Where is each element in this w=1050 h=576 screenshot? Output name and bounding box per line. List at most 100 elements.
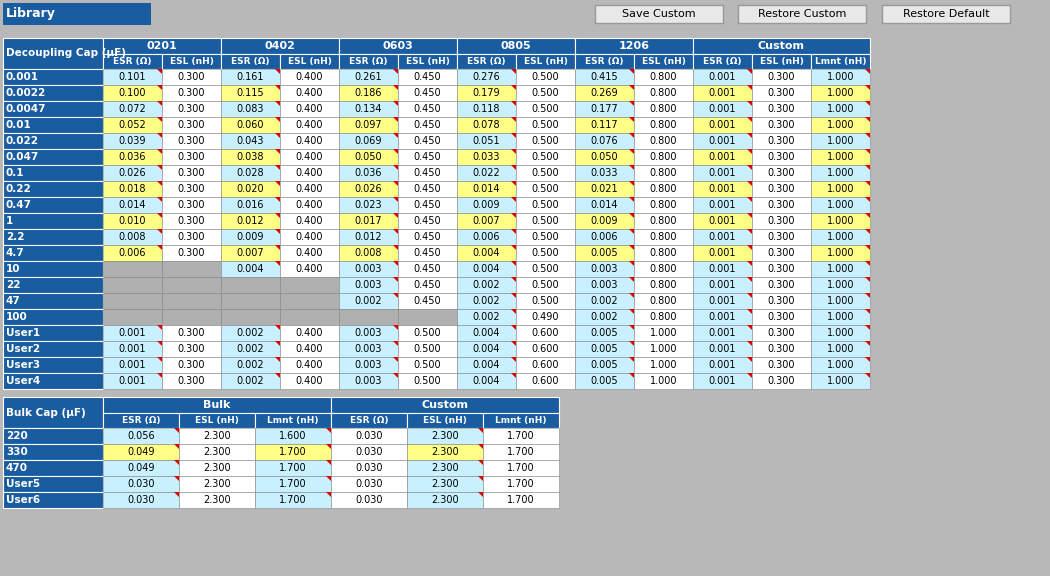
Bar — [811, 213, 870, 229]
Bar — [457, 117, 516, 133]
Text: 0.450: 0.450 — [414, 216, 441, 226]
Polygon shape — [174, 476, 179, 481]
Bar — [516, 85, 575, 101]
Bar — [398, 85, 457, 101]
Text: Lmnt (nH): Lmnt (nH) — [815, 57, 866, 66]
Bar — [634, 341, 693, 357]
Bar — [634, 133, 693, 149]
Bar — [339, 277, 398, 293]
Text: 1.000: 1.000 — [826, 88, 855, 98]
Polygon shape — [275, 373, 280, 378]
Text: 0.400: 0.400 — [296, 216, 323, 226]
Bar — [3, 293, 103, 309]
Text: 0.300: 0.300 — [768, 216, 795, 226]
Bar — [280, 54, 339, 69]
Text: 0.500: 0.500 — [531, 152, 560, 162]
Polygon shape — [393, 181, 398, 186]
Bar — [575, 245, 634, 261]
Text: Bulk: Bulk — [204, 400, 231, 410]
Text: 0.47: 0.47 — [6, 200, 32, 210]
Text: 0.002: 0.002 — [472, 296, 500, 306]
Text: 2.300: 2.300 — [204, 431, 231, 441]
Bar — [516, 213, 575, 229]
Text: 2.300: 2.300 — [432, 495, 459, 505]
Text: 2.300: 2.300 — [432, 463, 459, 473]
Bar — [483, 413, 559, 428]
Text: 0.600: 0.600 — [531, 376, 560, 386]
Bar — [457, 101, 516, 117]
Text: 0.800: 0.800 — [650, 120, 677, 130]
Text: 0.033: 0.033 — [472, 152, 500, 162]
Polygon shape — [865, 69, 870, 74]
Text: 0.039: 0.039 — [119, 136, 146, 146]
Text: 0.001: 0.001 — [119, 376, 146, 386]
Bar — [339, 165, 398, 181]
Polygon shape — [865, 325, 870, 330]
Text: 0.003: 0.003 — [355, 376, 382, 386]
Bar — [516, 69, 575, 85]
Polygon shape — [629, 197, 634, 202]
Polygon shape — [511, 213, 516, 218]
Bar — [738, 5, 866, 23]
Text: 0.800: 0.800 — [650, 184, 677, 194]
Polygon shape — [747, 101, 752, 106]
Text: 0.006: 0.006 — [591, 232, 618, 242]
Bar — [255, 428, 331, 444]
Bar — [398, 181, 457, 197]
Bar — [457, 165, 516, 181]
Polygon shape — [747, 309, 752, 314]
Polygon shape — [275, 117, 280, 122]
Polygon shape — [275, 325, 280, 330]
Text: 0.800: 0.800 — [650, 216, 677, 226]
Bar — [575, 181, 634, 197]
Bar — [0, 0, 1050, 28]
Text: 0.051: 0.051 — [472, 136, 500, 146]
Polygon shape — [158, 133, 162, 138]
Bar — [103, 69, 162, 85]
Bar — [331, 492, 407, 508]
Bar — [811, 101, 870, 117]
Bar — [752, 373, 811, 389]
Text: User1: User1 — [6, 328, 40, 338]
Text: 0.001: 0.001 — [709, 200, 736, 210]
Text: User2: User2 — [6, 344, 40, 354]
Text: 0.002: 0.002 — [591, 296, 618, 306]
Bar — [280, 197, 339, 213]
Bar — [339, 373, 398, 389]
Bar — [162, 373, 220, 389]
Polygon shape — [511, 181, 516, 186]
Polygon shape — [747, 373, 752, 378]
Bar — [882, 5, 1010, 23]
Text: 0.177: 0.177 — [590, 104, 618, 114]
Bar — [398, 277, 457, 293]
Bar — [752, 325, 811, 341]
Bar — [693, 133, 752, 149]
Text: 0.400: 0.400 — [296, 344, 323, 354]
Text: 0.800: 0.800 — [650, 200, 677, 210]
Text: 0.22: 0.22 — [6, 184, 32, 194]
Polygon shape — [326, 460, 331, 465]
Bar — [103, 309, 162, 325]
Polygon shape — [275, 245, 280, 250]
Bar — [255, 460, 331, 476]
Text: 0.500: 0.500 — [414, 344, 441, 354]
Text: ESR (Ω): ESR (Ω) — [467, 57, 506, 66]
Polygon shape — [275, 341, 280, 346]
Polygon shape — [275, 149, 280, 154]
Text: 0.002: 0.002 — [355, 296, 382, 306]
Bar — [811, 197, 870, 213]
Text: 1.700: 1.700 — [507, 431, 534, 441]
Polygon shape — [629, 357, 634, 362]
Polygon shape — [747, 69, 752, 74]
Bar — [103, 197, 162, 213]
Bar — [575, 293, 634, 309]
Bar — [483, 476, 559, 492]
Text: 0.001: 0.001 — [119, 360, 146, 370]
Text: 0.021: 0.021 — [591, 184, 618, 194]
Bar — [516, 133, 575, 149]
Text: 0.300: 0.300 — [768, 184, 795, 194]
Text: 0.001: 0.001 — [709, 376, 736, 386]
Text: 0.004: 0.004 — [472, 376, 500, 386]
Polygon shape — [629, 245, 634, 250]
Text: 0.030: 0.030 — [355, 495, 383, 505]
